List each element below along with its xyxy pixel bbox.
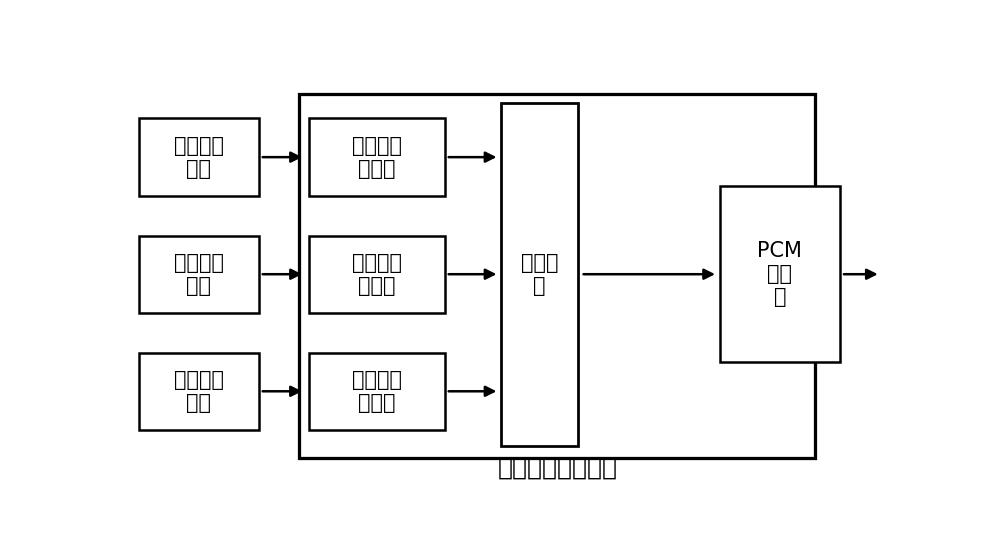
Text: PCM: PCM — [757, 241, 802, 261]
Text: 应器: 应器 — [186, 393, 211, 413]
Bar — [299, 94, 815, 458]
Text: 器: 器 — [774, 287, 786, 307]
Bar — [309, 352, 445, 430]
Bar — [139, 118, 259, 196]
Text: 第一光感: 第一光感 — [174, 136, 224, 156]
Text: 第三模数: 第三模数 — [352, 370, 402, 390]
Text: 微处理: 微处理 — [521, 252, 558, 273]
Bar — [309, 236, 445, 313]
Bar — [309, 118, 445, 196]
Text: 转换器: 转换器 — [358, 393, 396, 413]
Bar — [720, 186, 840, 362]
Text: 转换器: 转换器 — [358, 159, 396, 179]
Text: 第三光感: 第三光感 — [174, 370, 224, 390]
Text: 应器: 应器 — [186, 159, 211, 179]
Text: 器: 器 — [533, 276, 546, 296]
Text: 编码: 编码 — [767, 264, 792, 284]
Text: 图像信号处理单元: 图像信号处理单元 — [497, 456, 617, 479]
Text: 第一模数: 第一模数 — [352, 136, 402, 156]
Text: 第二光感: 第二光感 — [174, 252, 224, 273]
Text: 转换器: 转换器 — [358, 276, 396, 296]
Bar — [139, 236, 259, 313]
Bar — [139, 352, 259, 430]
Text: 应器: 应器 — [186, 276, 211, 296]
Bar — [501, 103, 578, 446]
Text: 第二模拟: 第二模拟 — [352, 252, 402, 273]
